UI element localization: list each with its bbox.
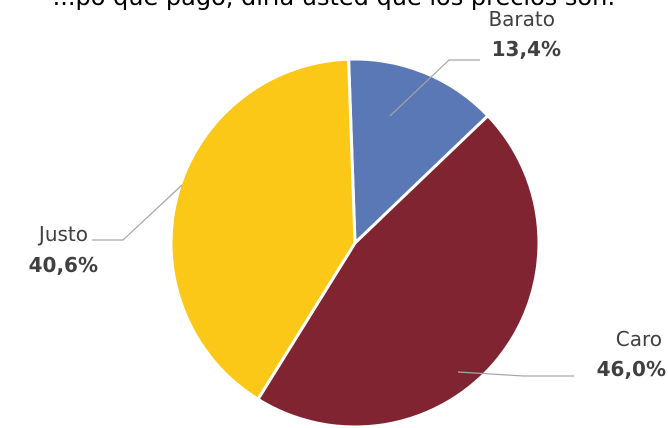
pie-slice-barato: [347, 57, 490, 245]
slice-label-name-barato: Barato: [488, 7, 555, 31]
slice-label-name-justo: Justo: [37, 222, 88, 246]
slice-labels: Barato 13,4% Caro 46,0% Justo 40,6%: [29, 7, 666, 381]
chart-title: ...po que pagó, diría usted que los prec…: [0, 0, 668, 11]
leader-line-barato: [389, 59, 480, 117]
slice-label-value-caro: 46,0%: [597, 357, 666, 381]
pie-slices: [169, 57, 541, 428]
leader-line-justo: [92, 184, 183, 241]
leader-line-caro: [457, 371, 574, 377]
slice-label-value-justo: 40,6%: [29, 253, 98, 277]
slice-label-value-barato: 13,4%: [492, 37, 561, 61]
pie-slice-caro: [256, 114, 541, 428]
leader-lines: [92, 59, 574, 377]
slice-label-name-caro: Caro: [616, 327, 662, 351]
pie-slice-justo: [169, 57, 357, 401]
